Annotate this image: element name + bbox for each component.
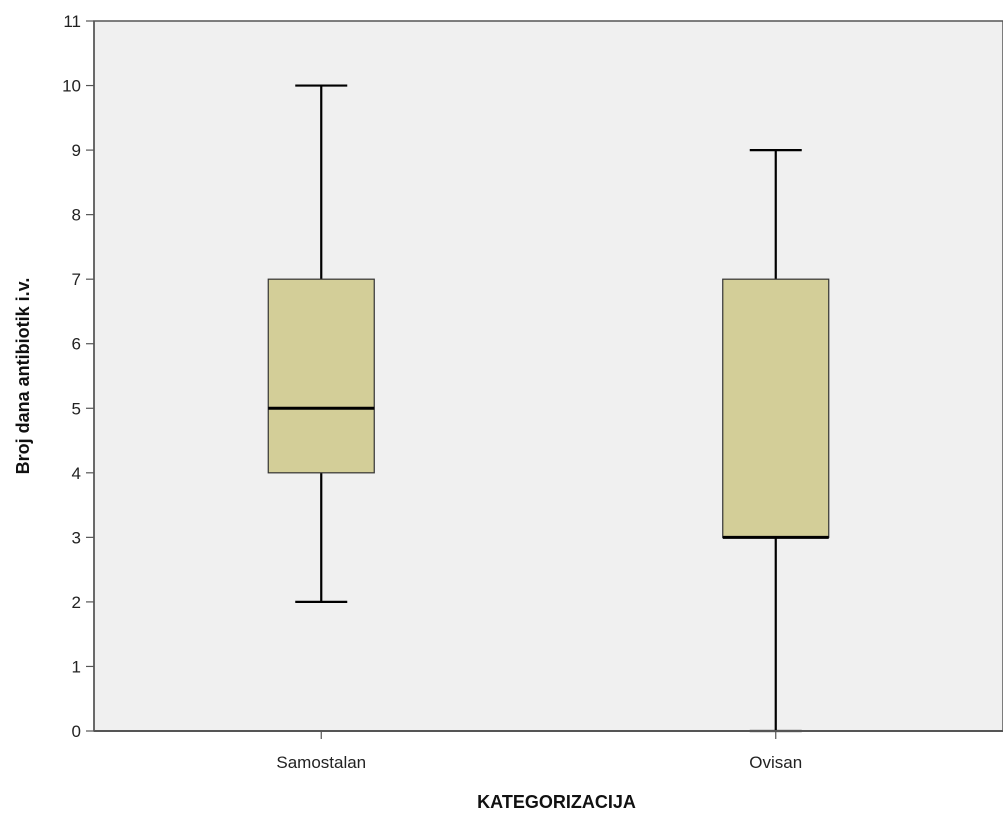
y-tick-label: 6: [72, 335, 81, 354]
y-tick-label: 0: [72, 722, 81, 741]
box-samostalan: [267, 84, 375, 604]
iqr-box: [722, 278, 830, 538]
y-tick-label: 9: [72, 141, 81, 160]
y-tick-label: 5: [72, 399, 81, 418]
x-axis-title: KATEGORIZACIJA: [477, 792, 636, 812]
x-axis: Samostalan Ovisan: [94, 730, 1003, 772]
x-tick-label: Samostalan: [276, 753, 366, 772]
y-axis: 0 1 2 3 4 5 6 7 8 9 10 11: [62, 12, 95, 741]
y-tick-label: 11: [63, 12, 81, 31]
y-tick-label: 2: [72, 593, 81, 612]
y-axis-title: Broj dana antibiotik i.v.: [13, 278, 33, 475]
y-tick-label: 4: [72, 464, 81, 483]
y-tick-label: 8: [72, 206, 81, 225]
y-tick-label: 3: [72, 528, 81, 547]
y-tick-label: 10: [62, 77, 81, 96]
plot-area: [93, 20, 1003, 732]
iqr-box: [267, 278, 375, 474]
x-tick-label: Ovisan: [749, 753, 802, 772]
y-tick-label: 1: [72, 657, 81, 676]
y-tick-label: 7: [72, 270, 81, 289]
